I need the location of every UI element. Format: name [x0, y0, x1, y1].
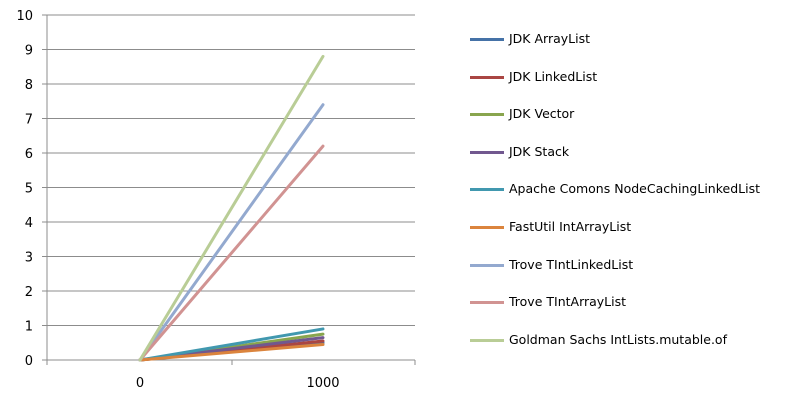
legend-item: JDK Stack	[470, 141, 780, 179]
y-tick-label: 0	[25, 354, 33, 369]
y-tick-label: 8	[25, 78, 33, 93]
legend-swatch	[470, 150, 504, 154]
legend-label: JDK LinkedList	[509, 68, 598, 84]
series-line	[138, 103, 325, 362]
y-tick-label: 6	[25, 147, 33, 162]
legend: JDK ArrayList JDK LinkedList JDK Vector JDK…	[470, 28, 780, 366]
series-line	[138, 342, 325, 362]
legend-item: JDK Vector	[470, 103, 780, 141]
legend-swatch	[470, 188, 504, 192]
legend-swatch	[470, 301, 504, 305]
y-tick-label: 5	[25, 182, 33, 197]
gridlines	[47, 14, 415, 326]
tick-labels: 0 1 2 3 4 5 6 7 8 9 10 0 1000	[16, 9, 339, 391]
legend-label: Trove TIntArrayList	[509, 294, 627, 310]
y-tick-label: 1	[25, 320, 33, 335]
legend-label: JDK ArrayList	[509, 31, 590, 46]
legend-item: Trove TIntLinkedList	[470, 254, 780, 292]
legend-item: Trove TIntArrayList	[470, 291, 780, 329]
legend-swatch	[470, 38, 504, 41]
legend-item: Apache Comons NodeCachingLinkedList	[470, 178, 780, 216]
legend-item: JDK ArrayList	[470, 28, 780, 66]
legend-label: JDK Stack	[509, 143, 570, 159]
legend-swatch	[470, 263, 504, 267]
y-tick-label: 4	[25, 216, 33, 231]
series-line	[138, 327, 325, 362]
series-line	[138, 54, 325, 362]
legend-label: FastUtil IntArrayList	[509, 218, 632, 234]
series-lines	[138, 54, 325, 362]
legend-label: Apache Comons NodeCachingLinkedList	[509, 181, 760, 197]
legend-label: Goldman Sachs IntLists.mutable.of	[509, 331, 727, 347]
y-tick-label: 10	[16, 9, 33, 24]
series-line	[138, 144, 325, 362]
legend-label: JDK Vector	[509, 106, 575, 122]
legend-label: Trove TIntLinkedList	[509, 256, 634, 272]
legend-swatch	[470, 338, 504, 342]
y-tick-label: 9	[25, 44, 33, 59]
y-tick-label: 3	[25, 251, 33, 266]
axes	[42, 14, 416, 365]
legend-swatch	[470, 75, 504, 79]
legend-swatch	[470, 225, 504, 229]
x-tick-label: 0	[136, 376, 144, 391]
legend-item: Goldman Sachs IntLists.mutable.of	[470, 329, 780, 367]
x-tick-label: 1000	[306, 376, 339, 391]
legend-item: FastUtil IntArrayList	[470, 216, 780, 254]
legend-swatch	[470, 113, 504, 117]
legend-item: JDK LinkedList	[470, 66, 780, 104]
y-tick-label: 2	[25, 285, 33, 300]
y-tick-label: 7	[25, 113, 33, 128]
